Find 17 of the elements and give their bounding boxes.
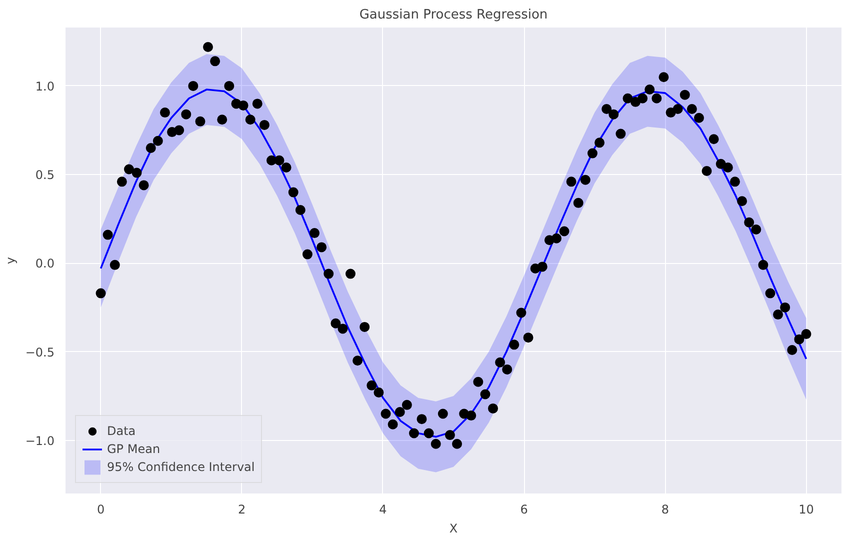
- y-tick-label: 0.0: [35, 256, 55, 271]
- chart-title: Gaussian Process Regression: [359, 8, 548, 22]
- x-tick-label: 4: [379, 502, 387, 516]
- y-tick-label: −0.5: [25, 345, 54, 360]
- legend-label: 95% Confidence Interval: [107, 459, 255, 476]
- legend-label: GP Mean: [107, 441, 160, 458]
- x-axis-title: X: [449, 522, 458, 536]
- y-axis-title: y: [3, 256, 18, 264]
- x-tick-label: 10: [798, 502, 814, 516]
- y-tick-label: 1.0: [35, 79, 55, 94]
- legend-label: Data: [107, 423, 136, 440]
- x-tick-label: 0: [96, 502, 105, 516]
- x-tick-label: 6: [520, 502, 528, 516]
- x-tick-label: 8: [661, 502, 669, 516]
- y-tick-label: 0.5: [35, 168, 55, 182]
- x-tick-label: 2: [238, 502, 246, 516]
- y-tick-label: −1.0: [25, 434, 54, 448]
